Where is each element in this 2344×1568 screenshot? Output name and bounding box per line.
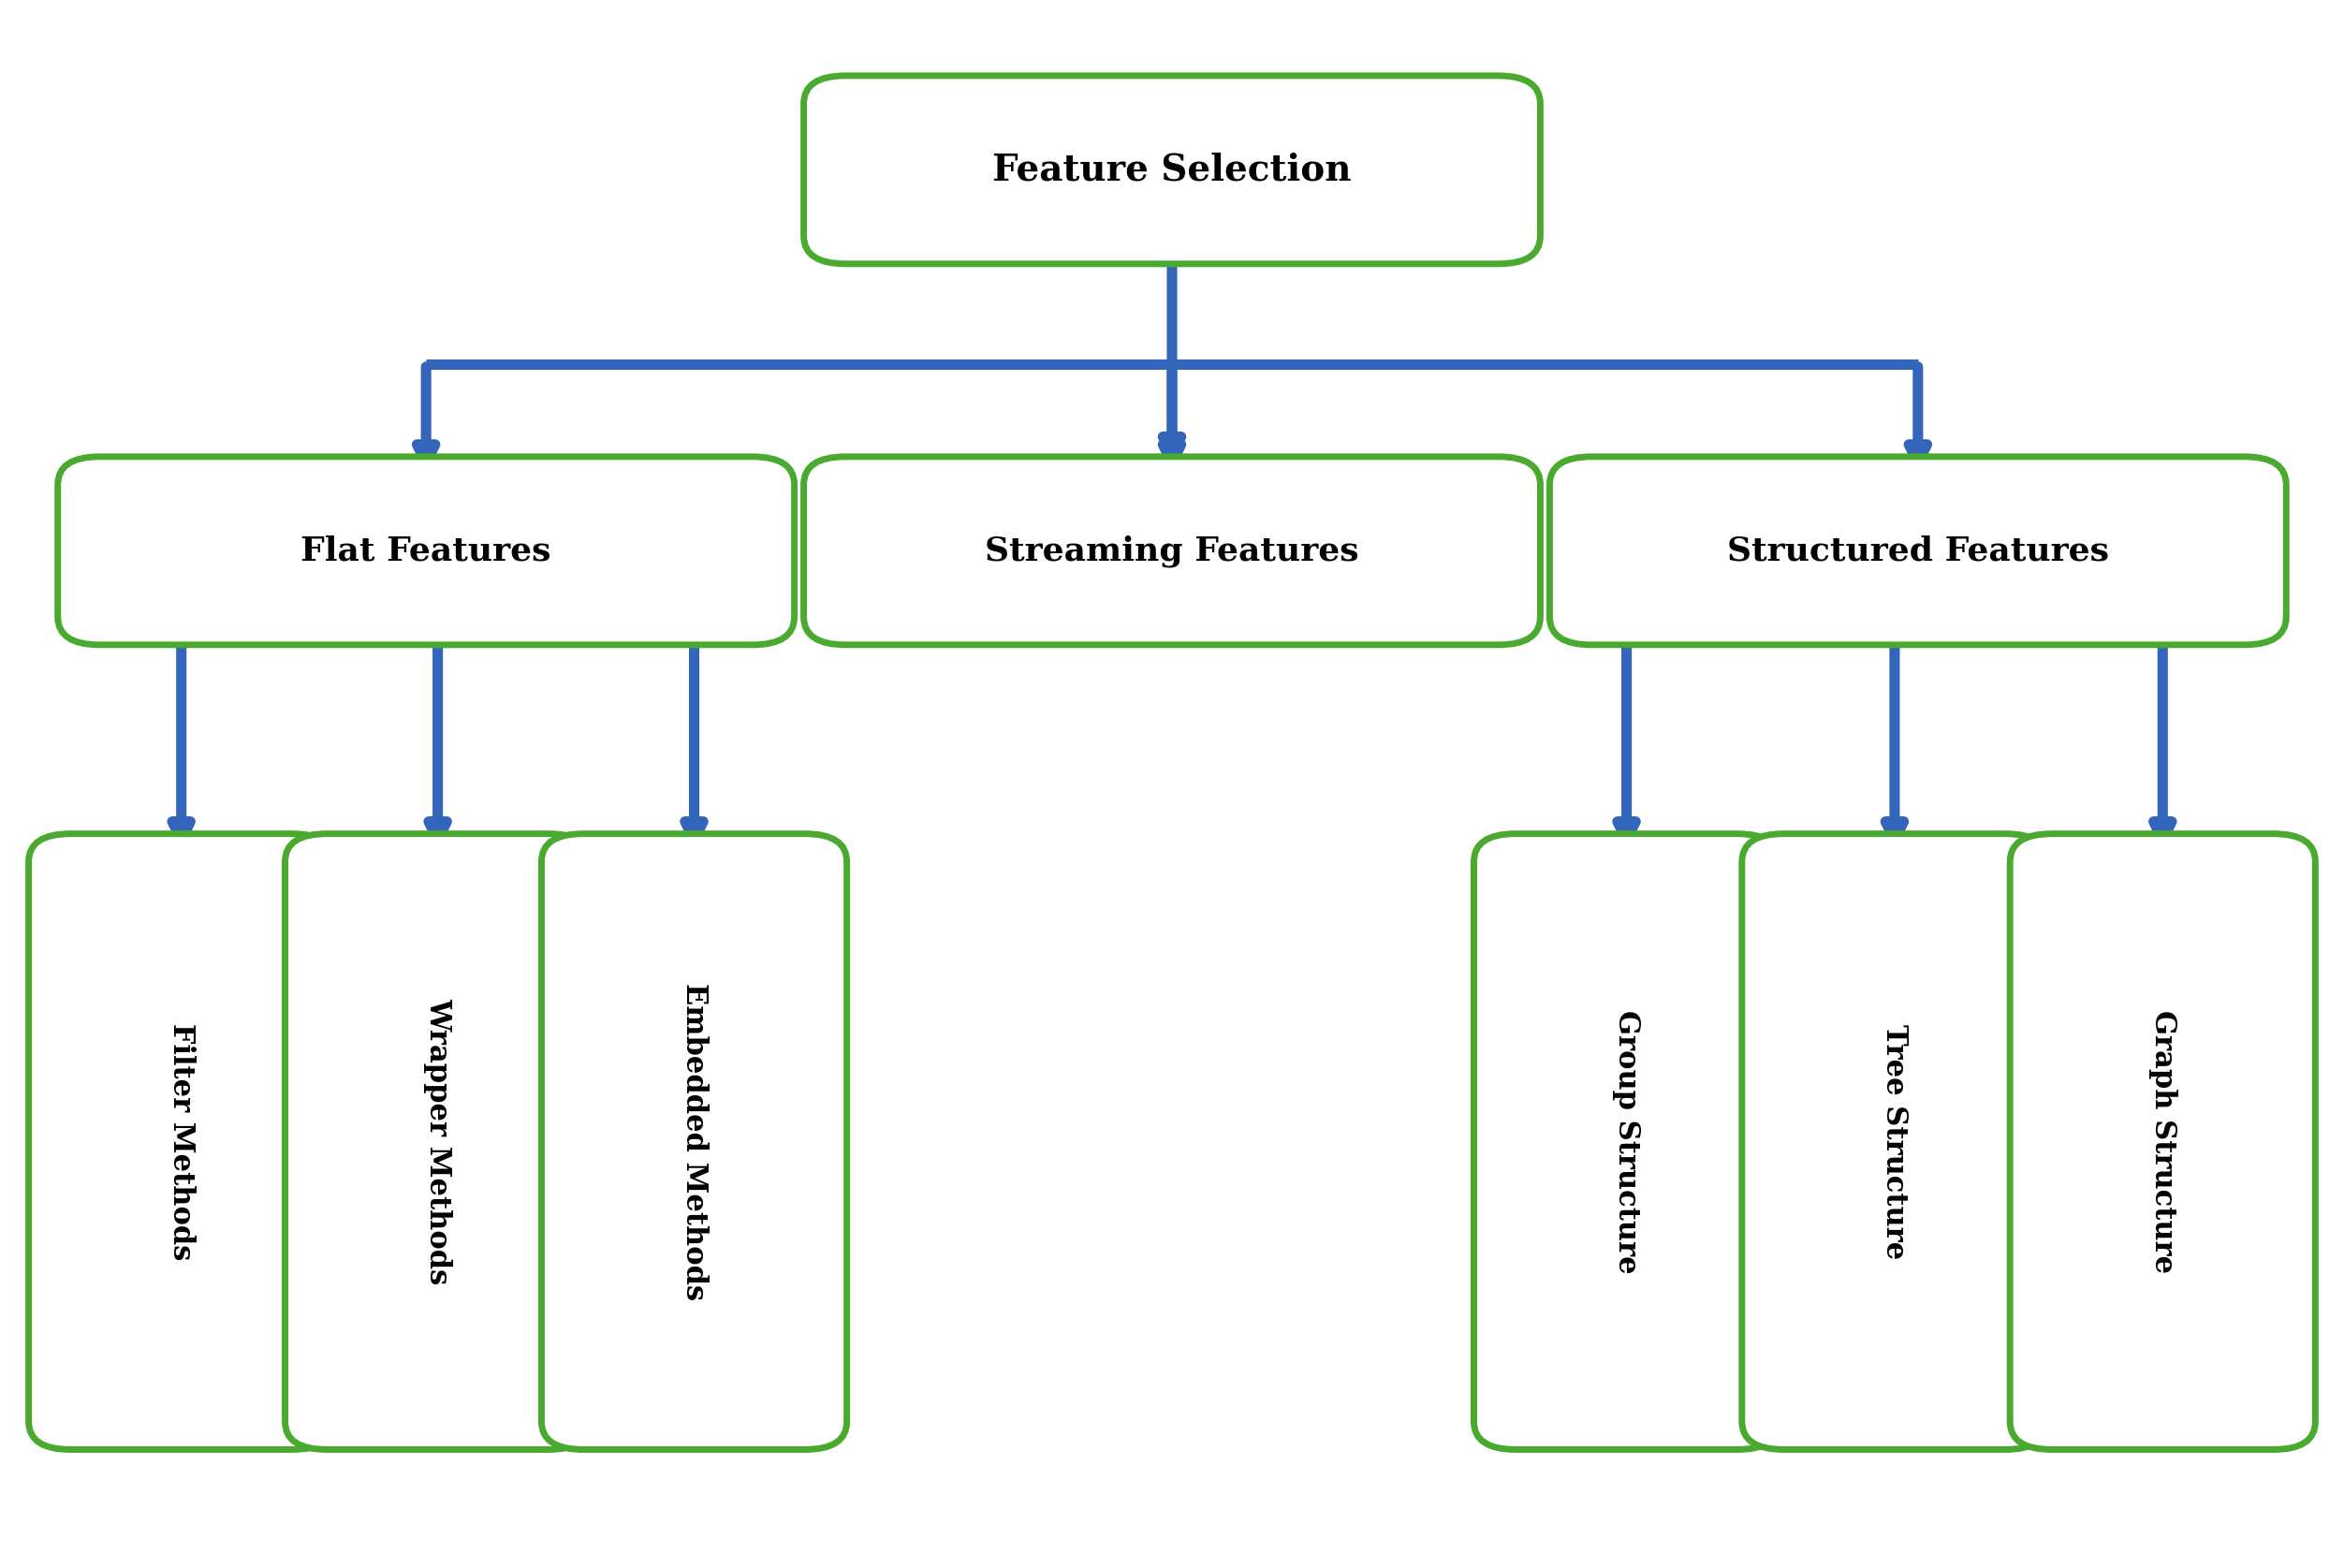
Text: Filter Methods: Filter Methods <box>166 1022 197 1261</box>
Text: Tree Structure: Tree Structure <box>1880 1024 1908 1259</box>
FancyBboxPatch shape <box>286 834 591 1449</box>
Text: Wrapper Methods: Wrapper Methods <box>424 999 452 1286</box>
FancyBboxPatch shape <box>2011 834 2316 1449</box>
FancyBboxPatch shape <box>804 456 1540 644</box>
FancyBboxPatch shape <box>59 456 795 644</box>
FancyBboxPatch shape <box>1742 834 2046 1449</box>
Text: Embedded Methods: Embedded Methods <box>680 983 708 1300</box>
Text: Structured Features: Structured Features <box>1728 535 2110 566</box>
Text: Graph Structure: Graph Structure <box>2147 1010 2178 1273</box>
FancyBboxPatch shape <box>1549 456 2285 644</box>
Text: Streaming Features: Streaming Features <box>984 535 1360 568</box>
Text: Flat Features: Flat Features <box>300 535 551 566</box>
FancyBboxPatch shape <box>804 75 1540 263</box>
FancyBboxPatch shape <box>1474 834 1779 1449</box>
FancyBboxPatch shape <box>28 834 333 1449</box>
Text: Feature Selection: Feature Selection <box>992 152 1352 188</box>
Text: Group Structure: Group Structure <box>1613 1010 1641 1273</box>
FancyBboxPatch shape <box>541 834 846 1449</box>
